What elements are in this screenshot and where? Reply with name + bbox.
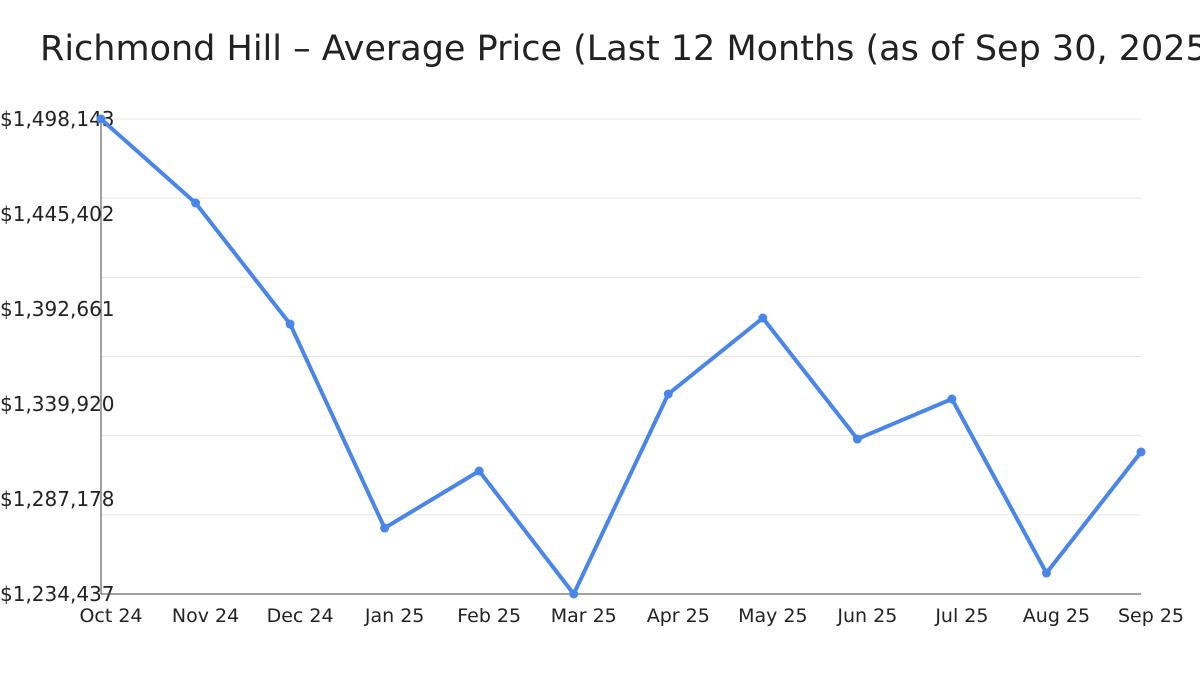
- series-line: [99, 117, 1143, 596]
- x-tick-label: Apr 25: [647, 605, 710, 627]
- x-tick-label: Nov 24: [172, 605, 239, 627]
- data-point: [285, 319, 295, 329]
- x-axis: Oct 24 Nov 24 Dec 24 Jan 25 Feb 25 Mar 25 Apr …: [79, 593, 1184, 627]
- y-tick-label: $1,392,661: [0, 297, 115, 321]
- x-tick-label: Dec 24: [267, 605, 334, 627]
- x-tick-label: Oct 24: [79, 605, 142, 627]
- x-tick-label: May 25: [738, 605, 808, 627]
- x-tick-label: Aug 25: [1023, 605, 1090, 627]
- data-point: [1136, 447, 1146, 457]
- data-point: [380, 523, 390, 533]
- data-point: [758, 313, 768, 323]
- x-tick-label: Jan 25: [364, 605, 425, 627]
- data-point: [1041, 568, 1051, 578]
- x-tick-label: Sep 25: [1118, 605, 1184, 627]
- data-point: [474, 466, 484, 476]
- y-tick-label: $1,287,178: [0, 487, 115, 511]
- x-tick-label: Jul 25: [934, 605, 988, 627]
- data-point: [947, 394, 957, 404]
- data-point: [852, 434, 862, 444]
- data-point: [96, 114, 106, 124]
- data-point: [569, 589, 579, 599]
- y-tick-label: $1,339,920: [0, 392, 115, 416]
- gridlines: [101, 118, 1141, 595]
- y-axis: $1,234,437 $1,287,178 $1,339,920 $1,392,661…: [0, 107, 115, 606]
- chart-title: Richmond Hill – Average Price (Last 12 M…: [40, 29, 1200, 69]
- y-tick-label: $1,234,437: [0, 582, 115, 606]
- x-tick-label: Mar 25: [551, 605, 617, 627]
- x-tick-label: Jun 25: [836, 605, 897, 627]
- series-average-price: [96, 114, 1146, 599]
- x-tick-label: Feb 25: [457, 605, 521, 627]
- data-point: [663, 389, 673, 399]
- y-tick-label: $1,498,143: [0, 107, 115, 131]
- y-tick-label: $1,445,402: [0, 202, 115, 226]
- data-point: [191, 198, 201, 208]
